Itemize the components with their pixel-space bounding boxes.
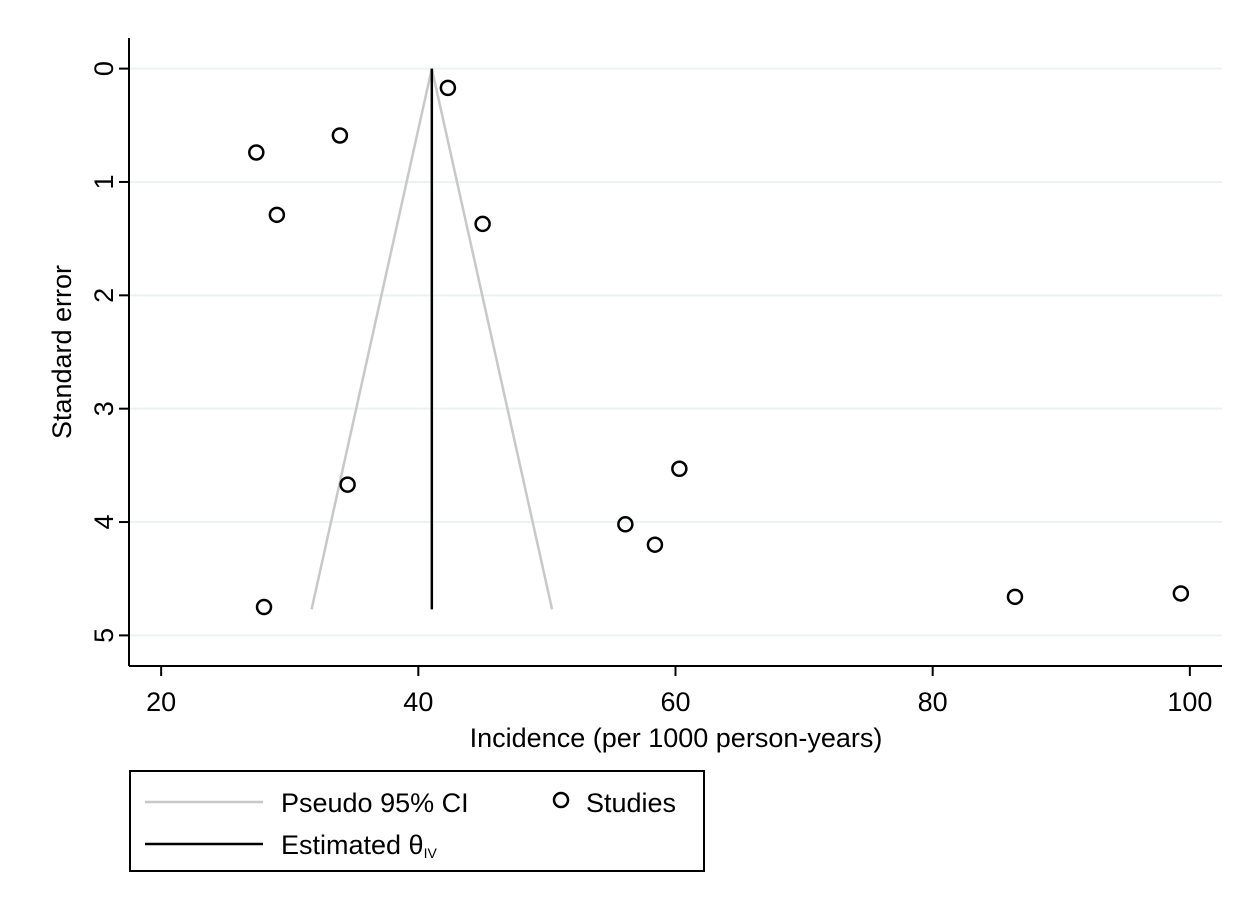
study-point-5 (671, 460, 688, 478)
y-tick-label-3: 3 (89, 401, 119, 416)
y-tick-label-4: 4 (89, 515, 119, 530)
study-point-10 (1172, 585, 1190, 602)
x-tick-label-100: 100 (1167, 687, 1212, 717)
study-point-11 (255, 598, 273, 616)
grid-lines (129, 67, 1222, 637)
x-ticks: 20 40 60 80 100 (146, 666, 1212, 717)
legend-ci-label: Pseudo 95% CI (281, 788, 469, 818)
x-axis-label: Incidence (per 1000 person-years) (470, 723, 883, 753)
legend-studies-marker (552, 791, 570, 809)
series-points (248, 79, 1190, 616)
x-tick-label-20: 20 (146, 687, 176, 717)
legend-estimate-label: Estimated θIV (281, 830, 437, 861)
study-point-1 (331, 127, 349, 144)
series-1-line-1 (430, 68, 554, 610)
study-point-4 (474, 215, 491, 233)
x-tick-label-80: 80 (918, 687, 948, 717)
y-axis-label: Standard error (47, 265, 77, 439)
study-point-3 (268, 206, 286, 224)
x-tick-label-40: 40 (403, 687, 433, 717)
plot-axes (128, 38, 1222, 667)
study-point-7 (617, 516, 634, 533)
legend-estimate-label-main: Estimated θ (281, 830, 424, 860)
study-point-0 (439, 79, 457, 97)
x-tick-label-60: 60 (660, 687, 690, 717)
study-point-8 (646, 536, 664, 553)
y-tick-label-0: 0 (89, 61, 119, 76)
y-tick-label-5: 5 (89, 628, 119, 643)
legend-estimate-label-sub: IV (424, 845, 438, 861)
legend: Pseudo 95% CI Studies Estimated θIV (129, 770, 705, 872)
legend-studies-label: Studies (586, 788, 676, 818)
legend-content: Pseudo 95% CI Studies Estimated θIV (145, 788, 676, 861)
study-point-2 (248, 144, 265, 161)
series-1-line-0 (310, 68, 434, 610)
series-lines (310, 68, 554, 610)
y-tick-label-2: 2 (89, 288, 119, 303)
y-ticks: 0 1 2 3 4 5 (89, 61, 129, 643)
study-point-6 (339, 476, 356, 493)
y-tick-label-1: 1 (89, 174, 119, 189)
study-point-9 (1006, 588, 1024, 606)
